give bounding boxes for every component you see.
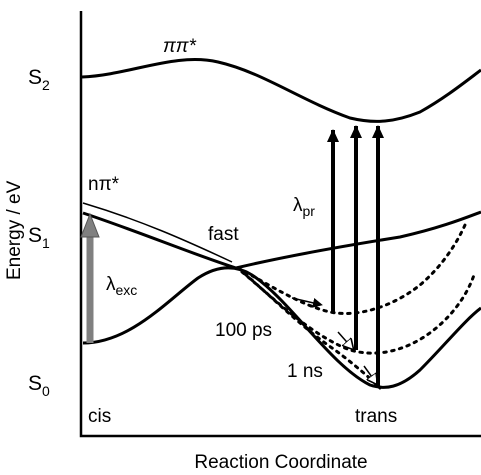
npi-line [82,202,233,263]
excitation-arrow [80,212,100,343]
s2-curve [81,58,481,123]
s1-label: S1 [28,224,50,251]
cis-label: cis [88,406,111,427]
x-axis-title: Reaction Coordinate [194,452,367,473]
s2-label: S2 [28,66,50,93]
plot-axes [79,11,481,438]
relaxation-path-upper [236,223,467,315]
s0-curve [82,266,481,389]
1ns-label: 1 ns [287,361,323,382]
fast-label: fast [208,224,239,245]
fast-relaxation-arrow [291,297,323,308]
100ps-relaxation-arrow [337,331,353,349]
s0-label: S0 [28,372,50,399]
1ns-relaxation-arrow [363,365,377,384]
100ps-label: 100 ps [215,320,272,341]
trans-label: trans [355,406,397,427]
npi-label: nπ* [88,174,120,195]
y-axis-title: Energy / eV [4,180,25,280]
lambda-exc-label: λexc [106,274,137,298]
pipi-label: ππ* [163,36,196,57]
lambda-pr-label: λpr [293,195,315,219]
s1-curve [82,210,481,270]
